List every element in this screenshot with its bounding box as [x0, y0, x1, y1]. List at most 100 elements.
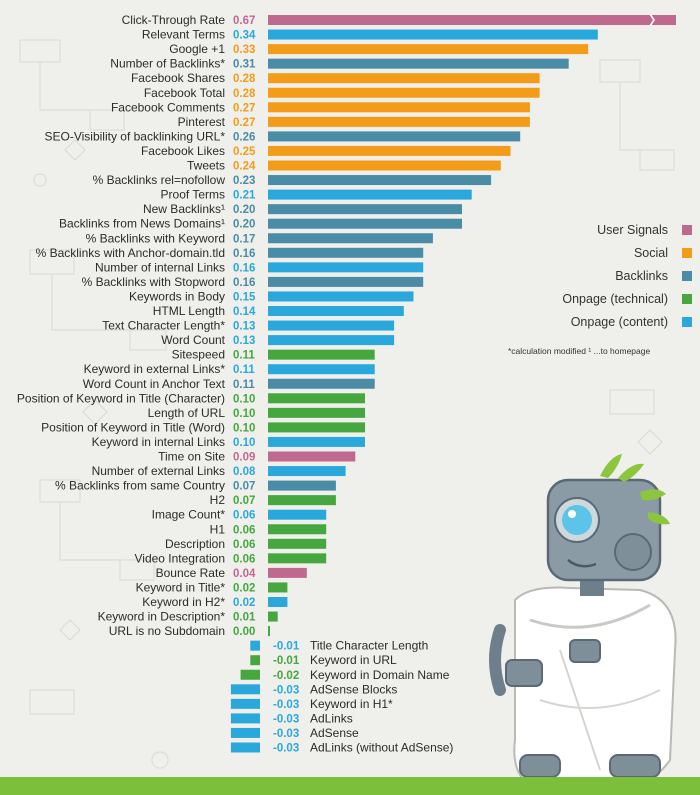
- bar: [268, 276, 424, 287]
- bar: [268, 189, 472, 200]
- robot-mascot-illustration: [489, 454, 677, 791]
- bar: [268, 495, 336, 506]
- value-label: -0.01: [273, 641, 300, 653]
- category-label: Description: [165, 537, 225, 551]
- value-label: 0.11: [233, 350, 255, 362]
- bar: [268, 553, 327, 564]
- value-label: 0.20: [233, 219, 255, 231]
- value-label: 0.27: [233, 102, 255, 114]
- value-label: 0.28: [233, 88, 256, 100]
- category-label: AdSense: [310, 726, 359, 740]
- category-label: Bounce Rate: [156, 566, 226, 580]
- value-label: -0.03: [273, 713, 299, 725]
- value-label: 0.09: [233, 452, 255, 464]
- value-label: 0.33: [233, 44, 255, 56]
- bar: [268, 407, 365, 418]
- value-label: 0.23: [233, 175, 255, 187]
- category-label: Word Count in Anchor Text: [83, 377, 226, 391]
- bar: [268, 262, 424, 273]
- value-label: 0.24: [233, 161, 256, 173]
- value-label: 0.04: [233, 568, 256, 580]
- legend-label: Onpage (content): [570, 315, 668, 329]
- bar: [268, 204, 462, 215]
- category-label: Position of Keyword in Title (Word): [41, 420, 225, 434]
- category-label: Video Integration: [134, 551, 225, 565]
- value-label: 0.02: [233, 597, 255, 609]
- bar: [268, 131, 521, 142]
- bar: [268, 582, 288, 593]
- value-label: 0.15: [233, 291, 256, 303]
- value-label: 0.28: [233, 73, 256, 85]
- value-label: -0.03: [273, 699, 299, 711]
- bar: [268, 145, 511, 156]
- category-label: Length of URL: [148, 406, 226, 420]
- bar: [268, 247, 424, 258]
- value-label: -0.03: [273, 743, 299, 755]
- category-label: AdSense Blocks: [310, 682, 397, 696]
- value-label: -0.01: [273, 655, 300, 667]
- bar: [268, 626, 270, 637]
- bar: [268, 393, 365, 404]
- category-label: Keyword in external Links*: [84, 362, 226, 376]
- category-label: Position of Keyword in Title (Character): [17, 391, 225, 405]
- value-label: 0.07: [233, 495, 255, 507]
- category-label: Keyword in H2*: [142, 595, 225, 609]
- bar: [250, 640, 260, 651]
- bar: [230, 698, 260, 709]
- value-label: 0.06: [233, 524, 255, 536]
- bar: [268, 306, 404, 316]
- category-label: Pinterest: [178, 115, 226, 129]
- category-label: Facebook Total: [144, 86, 225, 100]
- value-label: -0.03: [273, 728, 299, 740]
- bar: [268, 349, 375, 360]
- category-label: SEO-Visibility of backlinking URL*: [44, 129, 225, 143]
- bar: [268, 320, 395, 331]
- legend: User Signals Social Backlinks Onpage (te…: [520, 222, 692, 337]
- category-label: Text Character Length*: [102, 319, 225, 333]
- category-label: Facebook Comments: [111, 100, 225, 114]
- bar: [268, 364, 375, 375]
- bar: [230, 742, 260, 753]
- category-label: AdLinks: [310, 711, 353, 725]
- category-label: % Backlinks rel=nofollow: [93, 173, 226, 187]
- value-label: 0.06: [233, 510, 255, 522]
- value-label: 0.14: [233, 306, 256, 318]
- category-label: Image Count*: [152, 508, 226, 522]
- bar: [268, 175, 492, 186]
- bar: [268, 567, 307, 578]
- category-label: Click-Through Rate: [122, 13, 226, 27]
- category-label: URL is no Subdomain: [109, 624, 225, 638]
- category-label: Keyword in Domain Name: [310, 668, 450, 682]
- bar: [268, 524, 327, 535]
- value-label: 0.07: [233, 481, 255, 493]
- bar: [268, 58, 569, 69]
- bar: [250, 655, 260, 666]
- value-label: 0.20: [233, 204, 255, 216]
- bar: [268, 116, 530, 127]
- bar: [268, 509, 327, 520]
- value-label: 0.13: [233, 321, 255, 333]
- axis-break-mark: [649, 13, 655, 27]
- value-label: -0.03: [273, 684, 299, 696]
- value-label: 0.06: [233, 553, 255, 565]
- value-label: 0.02: [233, 582, 255, 594]
- legend-swatch: [682, 317, 692, 327]
- category-label: Number of Backlinks*: [110, 57, 225, 71]
- category-label: HTML Length: [153, 304, 225, 318]
- category-label: Number of external Links: [92, 464, 225, 478]
- legend-label: User Signals: [597, 223, 668, 237]
- category-label: AdLinks (without AdSense): [310, 741, 453, 755]
- bar: [268, 436, 365, 447]
- bar: [268, 29, 598, 40]
- footer-bar: [0, 777, 700, 795]
- background-pattern: [19, 39, 675, 769]
- value-label: 0.16: [233, 262, 255, 274]
- bar: [230, 684, 260, 695]
- category-label: New Backlinks¹: [143, 202, 225, 216]
- value-label: 0.17: [233, 233, 255, 245]
- value-label: 0.10: [233, 393, 255, 405]
- legend-item-onpage-technical: Onpage (technical): [520, 291, 692, 314]
- bar: [268, 422, 365, 433]
- bars-layer: Click-Through Rate 0.67 Relevant Terms 0.34…: [17, 13, 676, 755]
